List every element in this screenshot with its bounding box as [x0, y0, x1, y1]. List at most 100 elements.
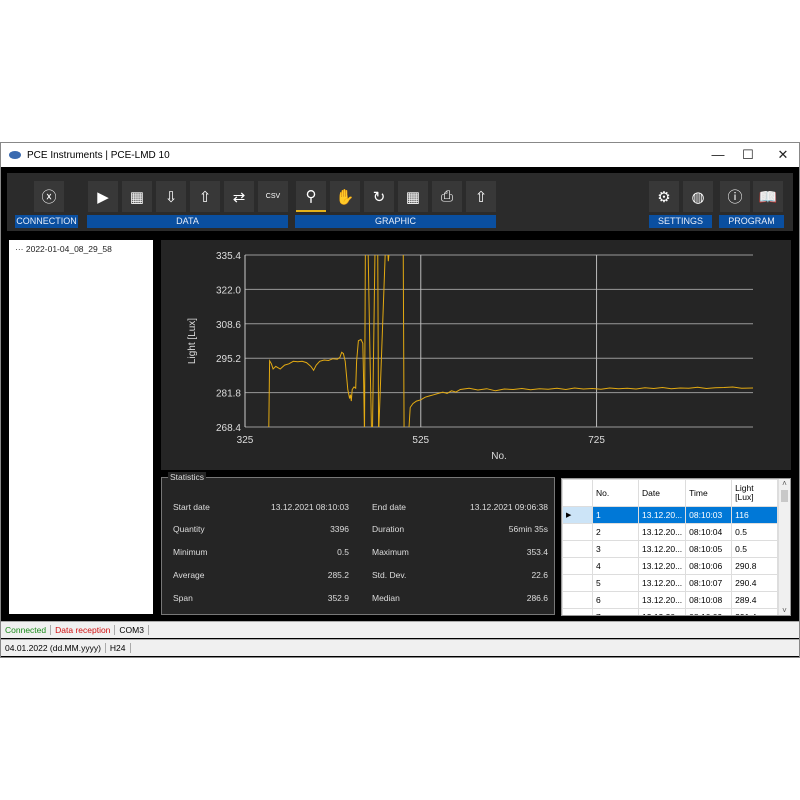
play-button[interactable]: ▶	[88, 181, 118, 212]
table-cell[interactable]: 08:10:06	[685, 557, 733, 575]
row-selector[interactable]	[562, 591, 593, 609]
row-selector[interactable]	[562, 608, 593, 615]
table-cell[interactable]: 290.8	[731, 557, 779, 575]
stat-label: Average	[173, 570, 205, 580]
x-tick-label: 325	[237, 435, 254, 446]
table-row[interactable]: 6 13.12.20... 08:10:08 289.4	[562, 591, 779, 609]
maximize-button[interactable]: ☐	[742, 147, 754, 162]
stat-label: Median	[372, 593, 400, 603]
table-row[interactable]: 2 13.12.20... 08:10:04 0.5	[562, 523, 779, 541]
table-cell[interactable]: 08:10:05	[685, 540, 733, 558]
device-transfer-button[interactable]: ⇄	[224, 181, 254, 212]
table-cell[interactable]: 6	[592, 591, 639, 609]
pan-hand-button[interactable]: ✋	[330, 181, 360, 212]
table-row[interactable]: 713.12.20...08:10:09291.4	[562, 608, 779, 615]
table-cell[interactable]: 2	[592, 523, 639, 541]
port-status: COM3	[115, 625, 149, 635]
manual-book-button[interactable]: 📖	[753, 181, 783, 212]
table-cell[interactable]: 13.12.20...	[637, 574, 687, 592]
minimize-button[interactable]: —	[711, 147, 725, 162]
table-cell[interactable]: 08:10:08	[685, 591, 733, 609]
table-cell[interactable]: 08:10:07	[685, 574, 733, 592]
table-row[interactable]: 3 13.12.20... 08:10:05 0.5	[562, 540, 779, 558]
column-header[interactable]: Date	[637, 479, 687, 507]
table-cell[interactable]: 5	[592, 574, 639, 592]
zoom-button[interactable]: ⚲	[296, 181, 326, 212]
scroll-down-icon[interactable]: ˅	[782, 606, 787, 615]
y-tick-label: 322.0	[216, 285, 241, 296]
gear-button[interactable]: ⚙	[649, 181, 679, 212]
data-table: No. Date Time Light [Lux] ▶ 1 13.12.20... 08:10…	[561, 478, 791, 616]
grid-button[interactable]: ▦	[398, 181, 428, 212]
table-cell[interactable]: 291.4	[731, 608, 779, 615]
row-selector[interactable]	[562, 523, 593, 541]
table-cell[interactable]: 289.4	[731, 591, 779, 609]
column-header[interactable]: Light [Lux]	[731, 479, 779, 507]
y-tick-label: 335.4	[216, 251, 241, 262]
table-row[interactable]: ▶ 1 13.12.20... 08:10:03 116	[562, 506, 779, 524]
table-cell[interactable]: 3	[592, 540, 639, 558]
row-selector[interactable]	[562, 557, 593, 575]
table-cell[interactable]: 290.4	[731, 574, 779, 592]
globe-icon: ◍	[691, 188, 705, 206]
table-cell[interactable]: 13.12.20...	[637, 540, 687, 558]
close-button[interactable]: ✕	[777, 147, 789, 162]
table-row[interactable]: 5 13.12.20... 08:10:07 290.4	[562, 574, 779, 592]
table-cell[interactable]: 116	[731, 506, 779, 524]
export-graphic-button[interactable]: ⇧	[466, 181, 496, 212]
column-header[interactable]: No.	[592, 479, 639, 507]
connected-status: Connected	[1, 625, 52, 635]
status-bar-format: 04.01.2022 (dd.MM.yyyy) H24	[1, 639, 799, 656]
csv-export-button[interactable]: CSV	[258, 181, 288, 212]
table-cell[interactable]: 4	[592, 557, 639, 575]
y-tick-label: 281.8	[216, 389, 241, 400]
table-cell[interactable]: 08:10:03	[685, 506, 733, 524]
scroll-up-icon[interactable]: ˄	[782, 479, 787, 488]
disconnect-button[interactable]: ⓧ	[34, 181, 64, 212]
status-bar-connection: Connected Data reception COM3	[1, 621, 799, 638]
app-logo-icon	[9, 151, 21, 159]
table-scrollbar[interactable]: ˄ ˅	[778, 479, 790, 615]
stat-value: 353.4	[526, 547, 548, 557]
y-axis-label: Light [Lux]	[187, 318, 198, 364]
device-rec-button[interactable]: ▦	[122, 181, 152, 212]
globe-button[interactable]: ◍	[683, 181, 713, 212]
table-cell[interactable]: 13.12.20...	[637, 557, 687, 575]
tree-item[interactable]: ··· 2022-01-04_08_29_58	[15, 244, 112, 254]
info-button[interactable]: ⓘ	[720, 181, 750, 212]
table-row[interactable]: 4 13.12.20... 08:10:06 290.8	[562, 557, 779, 575]
row-selector[interactable]	[562, 574, 593, 592]
toolbar: ⓧ ▶ ▦ ⇩ ⇧ ⇄ CSV ⚲ ✋ ↻ ▦ ⎙ ⇧ ⚙ ◍ ⓘ 📖 CONNECTION DATA GRAPHIC…	[7, 173, 793, 231]
group-label-data: DATA	[87, 215, 288, 228]
table-cell[interactable]: 1	[592, 506, 639, 524]
table-cell[interactable]: 0.5	[731, 540, 779, 558]
stat-value: 3396	[330, 524, 349, 534]
stat-value: 352.9	[327, 593, 349, 603]
stat-label: Quantity	[173, 524, 205, 534]
save-import-button[interactable]: ⇩	[156, 181, 186, 212]
device-rec-icon: ▦	[129, 188, 145, 206]
statistics-panel: Statistics Start date 13.12.2021 08:10:03…	[161, 472, 555, 615]
table-cell[interactable]: 13.12.20...	[637, 591, 687, 609]
stat-value: 22.6	[531, 570, 548, 580]
gear-icon: ⚙	[657, 188, 671, 206]
reset-button[interactable]: ↻	[364, 181, 394, 212]
print-button[interactable]: ⎙	[432, 181, 462, 212]
column-header[interactable]: Time	[685, 479, 733, 507]
export-button[interactable]: ⇧	[190, 181, 220, 212]
group-label-graphic: GRAPHIC	[295, 215, 496, 228]
table-cell[interactable]: 13.12.20...	[637, 608, 687, 615]
table-cell[interactable]: 08:10:09	[685, 608, 733, 615]
table-cell[interactable]: 7	[592, 608, 639, 615]
stat-value: 13.12.2021 09:06:38	[470, 502, 548, 512]
table-cell[interactable]: 08:10:04	[685, 523, 733, 541]
x-tick-label: 525	[412, 435, 429, 446]
row-selector[interactable]: ▶	[562, 506, 593, 524]
table-cell[interactable]: 13.12.20...	[637, 523, 687, 541]
export-icon: ⇧	[198, 188, 212, 206]
print-icon: ⎙	[440, 188, 453, 205]
row-selector[interactable]	[562, 540, 593, 558]
table-cell[interactable]: 0.5	[731, 523, 779, 541]
table-cell[interactable]: 13.12.20...	[637, 506, 687, 524]
